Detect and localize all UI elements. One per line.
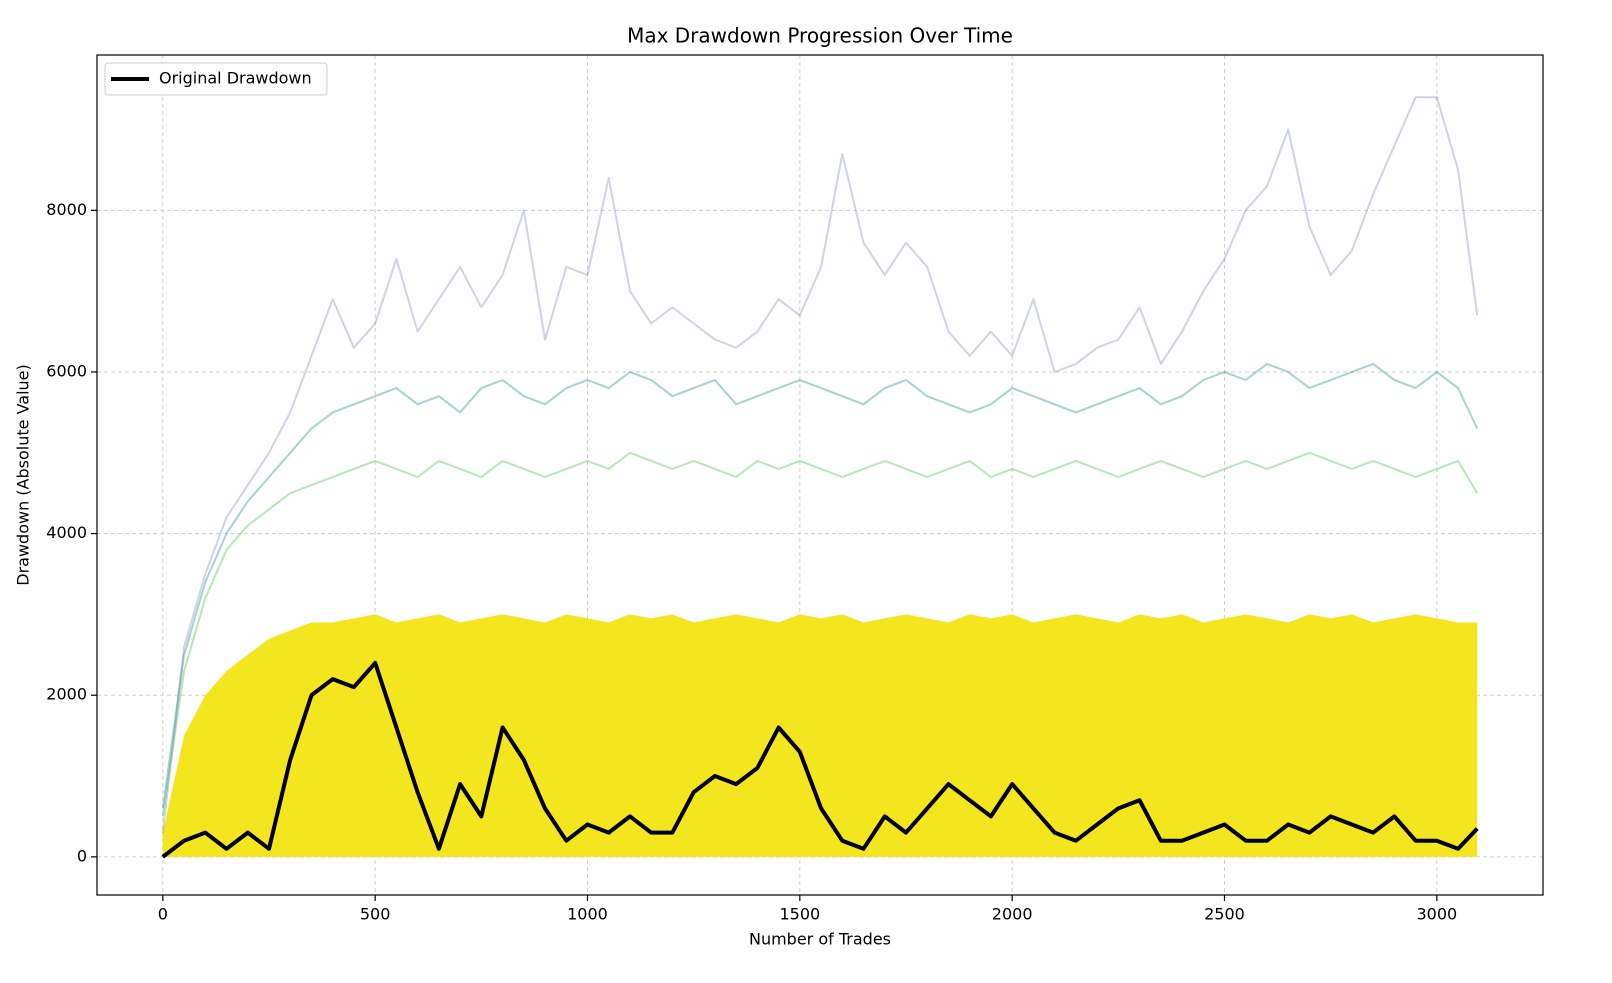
x-tick-label: 0 [158,905,168,924]
area [162,614,1478,857]
x-tick-label: 1500 [779,905,820,924]
y-tick-label: 6000 [46,361,87,380]
x-tick-label: 3000 [1416,905,1457,924]
x-tick-label: 1000 [567,905,608,924]
y-axis-label: Drawdown (Absolute Value) [14,364,33,585]
legend-label: Original Drawdown [159,69,312,88]
x-tick-label: 500 [360,905,391,924]
x-tick-label: 2000 [992,905,1033,924]
legend-box [104,62,328,96]
line [161,362,1479,809]
y-tick-label: 4000 [46,523,87,542]
plot-area [161,96,1479,859]
line [161,96,1479,833]
chart-title: Max Drawdown Progression Over Time [627,24,1013,48]
legend: Original Drawdown [104,62,328,96]
line [161,451,1479,817]
y-tick-label: 0 [77,846,87,865]
plot-frame [96,54,1544,896]
y-tick-label: 2000 [46,685,87,704]
x-axis-label: Number of Trades [749,930,891,949]
x-tick-label: 2500 [1204,905,1245,924]
line [161,660,1479,859]
y-tick-label: 8000 [46,200,87,219]
